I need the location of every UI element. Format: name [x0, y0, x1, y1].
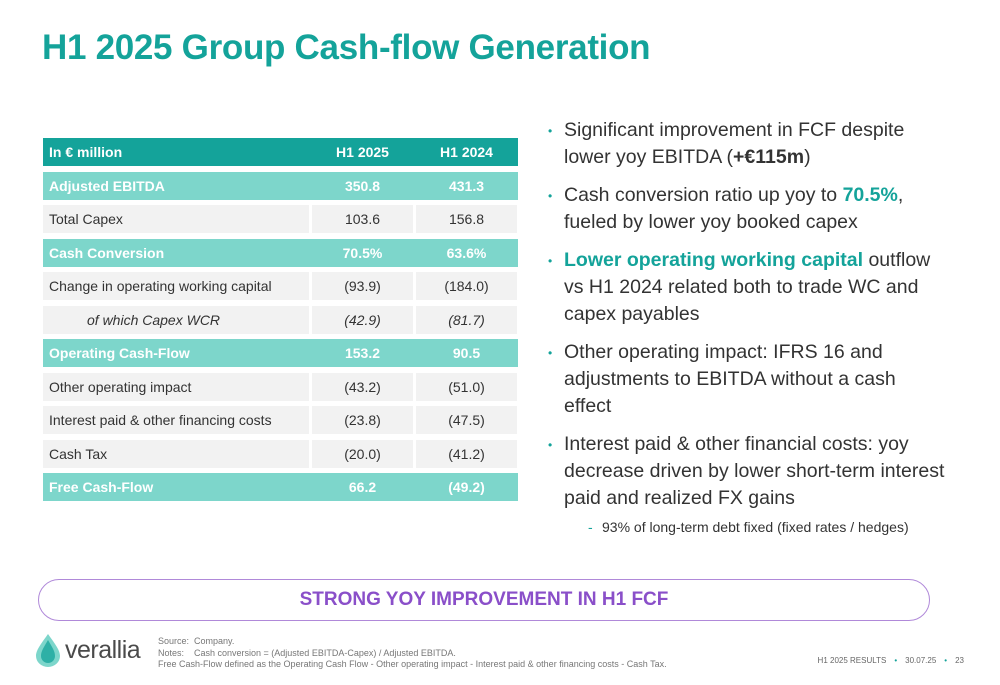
table-row: Change in operating working capital (93.9…: [43, 272, 518, 300]
page-title: H1 2025 Group Cash-flow Generation: [42, 28, 651, 67]
bullet-interest: • Interest paid & other financial costs:…: [548, 431, 948, 512]
row-label: Change in operating working capital: [43, 272, 309, 300]
verallia-logo: verallia: [33, 632, 141, 668]
bullet-text: Interest paid & other financial costs: y…: [564, 433, 945, 509]
bullet-dot-icon: •: [548, 189, 553, 203]
row-label: Free Cash-Flow: [43, 473, 309, 501]
row-label: Total Capex: [43, 205, 309, 233]
table-row: Cash Conversion 70.5% 63.6%: [43, 238, 518, 267]
table-row: Other operating impact (43.2) (51.0): [43, 372, 518, 401]
bullet-bold: +€115m: [733, 146, 805, 168]
page-number: 23: [955, 656, 964, 665]
note-text: Free Cash-Flow defined as the Operating …: [158, 659, 667, 669]
value-h1-2025: 350.8: [312, 171, 413, 200]
value-h1-2025: (93.9): [312, 272, 413, 300]
value-h1-2025: (43.2): [312, 372, 413, 401]
table-row: Adjusted EBITDA 350.8 431.3: [43, 171, 518, 200]
value-h1-2024: 156.8: [416, 205, 517, 233]
value-h1-2024: (47.5): [416, 406, 517, 434]
source-text: Company.: [194, 636, 235, 646]
bullet-highlight: 70.5%: [842, 184, 898, 206]
row-label: Cash Conversion: [43, 238, 309, 267]
table-row: Cash Tax (20.0) (41.2): [43, 439, 518, 468]
value-h1-2024: (41.2): [416, 439, 517, 468]
bullet-cash-conversion: • Cash conversion ratio up yoy to 70.5%,…: [548, 182, 948, 236]
table-row: Total Capex 103.6 156.8: [43, 205, 518, 233]
bullet-text: , fueled by lower yoy booked capex: [564, 184, 904, 233]
row-label: Adjusted EBITDA: [43, 171, 309, 200]
value-h1-2024: 90.5: [416, 339, 517, 367]
footer-date: 30.07.25: [905, 656, 937, 665]
source-label: Source:: [158, 636, 190, 646]
value-h1-2025: 70.5%: [312, 238, 413, 267]
bullet-text: outflow vs H1 2024 related both to trade…: [564, 249, 931, 325]
bullet-fcf: • Significant improvement in FCF despite…: [548, 117, 948, 171]
table-row: of which Capex WCR (42.9) (81.7): [43, 305, 518, 334]
value-h1-2025: 66.2: [312, 473, 413, 501]
value-h1-2025: 103.6: [312, 205, 413, 233]
key-message-banner: STRONG YOY IMPROVEMENT IN H1 FCF: [38, 579, 930, 621]
bullet-working-capital: • Lower operating working capital outflo…: [548, 247, 948, 328]
header-h1-2025: H1 2025: [312, 138, 413, 166]
bullet-text: ): [804, 146, 811, 168]
table-row: Interest paid & other financing costs (23…: [43, 406, 518, 434]
row-label: of which Capex WCR: [43, 305, 309, 334]
row-label: Other operating impact: [43, 372, 309, 401]
table-header: In € million H1 2025 H1 2024: [43, 138, 518, 166]
note-text: Cash conversion = (Adjusted EBITDA-Capex…: [194, 647, 456, 658]
bullet-other-impact: • Other operating impact: IFRS 16 and ad…: [548, 339, 948, 420]
value-h1-2025: 153.2: [312, 339, 413, 367]
notes-label: Notes:: [158, 647, 185, 658]
row-label: Interest paid & other financing costs: [43, 406, 309, 434]
value-h1-2024: (81.7): [416, 305, 517, 334]
value-h1-2025: (20.0): [312, 439, 413, 468]
bullet-dot-icon: •: [548, 254, 553, 268]
row-label: Operating Cash-Flow: [43, 339, 309, 367]
footer-event: H1 2025 RESULTS: [817, 656, 887, 665]
dash-icon: -: [588, 519, 593, 535]
header-label: In € million: [43, 138, 309, 166]
slide-footer: H1 2025 RESULTS • 30.07.25 • 23: [817, 656, 964, 665]
value-h1-2024: (184.0): [416, 272, 517, 300]
cash-flow-table: In € million H1 2025 H1 2024 Adjusted EB…: [43, 138, 518, 507]
bullet-dot-icon: •: [548, 438, 553, 452]
row-label: Cash Tax: [43, 439, 309, 468]
bullet-text: Cash conversion ratio up yoy to: [564, 184, 843, 206]
value-h1-2024: (51.0): [416, 372, 517, 401]
bullet-text: Other operating impact: IFRS 16 and adju…: [564, 341, 896, 417]
header-h1-2024: H1 2024: [416, 138, 517, 166]
value-h1-2025: (23.8): [312, 406, 413, 434]
value-h1-2024: (49.2): [416, 473, 517, 501]
bullet-dot-icon: •: [548, 124, 553, 138]
sub-bullet-debt: - 93% of long-term debt fixed (fixed rat…: [588, 518, 948, 536]
footnotes: Source: Company. Notes: Cash conversion = …: [158, 636, 667, 671]
value-h1-2024: 431.3: [416, 171, 517, 200]
bullet-list: • Significant improvement in FCF despite…: [548, 117, 948, 536]
sub-bullet-text: 93% of long-term debt fixed (fixed rates…: [602, 519, 909, 535]
bullet-text: Significant improvement in FCF despite l…: [564, 119, 905, 168]
value-h1-2025: (42.9): [312, 305, 413, 334]
bullet-dot-icon: •: [548, 346, 553, 360]
logo-wordmark: verallia: [65, 635, 141, 664]
logo-drop-icon: [36, 634, 60, 667]
table-row: Operating Cash-Flow 153.2 90.5: [43, 339, 518, 367]
table-row: Free Cash-Flow 66.2 (49.2): [43, 473, 518, 501]
value-h1-2024: 63.6%: [416, 238, 517, 267]
bullet-highlight: Lower operating working capital: [564, 249, 864, 271]
